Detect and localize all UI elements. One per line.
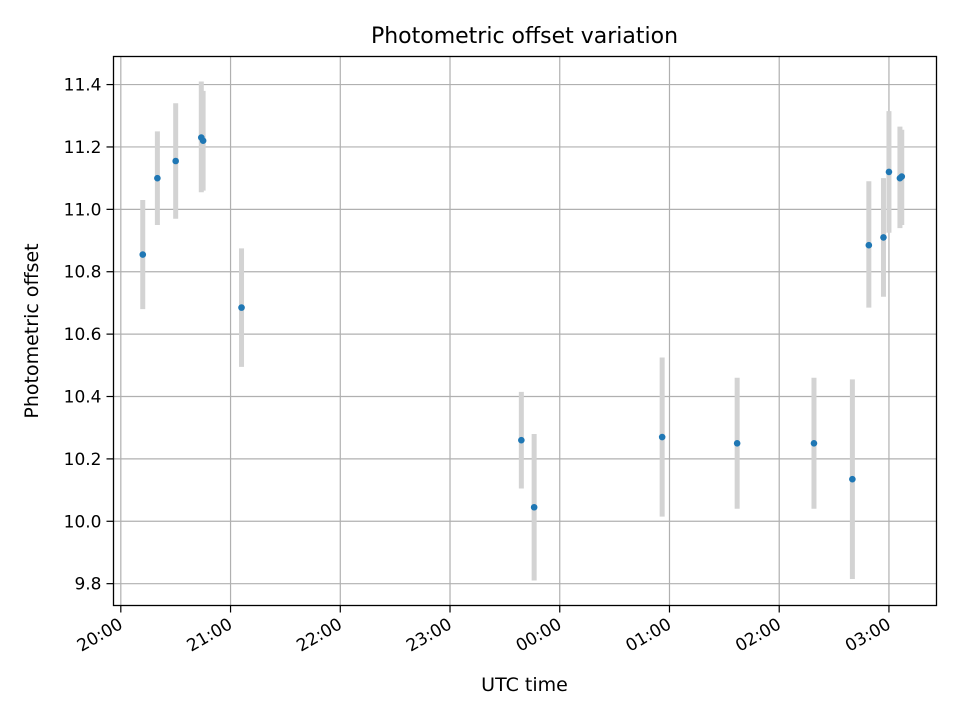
y-tick-label: 10.4 <box>64 388 102 408</box>
data-point <box>880 234 887 241</box>
y-axis-ticks: 9.8 10.0 10.2 10.4 10.6 10.8 11.0 11.2 11.4 <box>64 76 114 595</box>
data-point <box>658 433 666 441</box>
data-point <box>530 503 538 511</box>
data-point <box>199 137 207 145</box>
y-tick-label: 10.6 <box>64 325 102 345</box>
chart-title: Photometric offset variation <box>371 24 678 49</box>
data-point <box>898 173 906 180</box>
y-axis-label: Photometric offset <box>21 243 43 418</box>
y-tick-label: 11.0 <box>64 200 102 220</box>
y-tick-label: 10.2 <box>64 450 102 470</box>
data-point <box>885 168 893 176</box>
point-layer <box>139 134 906 511</box>
y-tick-label: 10.8 <box>64 263 102 283</box>
y-tick-label: 9.8 <box>74 575 101 595</box>
x-axis-label: UTC time <box>481 674 568 696</box>
data-point <box>518 436 525 444</box>
grid-layer <box>113 56 937 606</box>
data-point <box>865 241 873 249</box>
data-point <box>172 157 179 165</box>
plot-frame <box>112 55 938 607</box>
y-tick-label: 11.4 <box>64 76 102 96</box>
y-tick-label: 10.0 <box>64 512 102 532</box>
data-point <box>733 439 741 447</box>
data-point <box>238 304 245 311</box>
y-tick-label: 11.2 <box>64 138 102 158</box>
data-point <box>810 439 818 447</box>
data-point <box>139 251 147 258</box>
data-point <box>849 475 856 483</box>
data-point <box>154 174 161 182</box>
